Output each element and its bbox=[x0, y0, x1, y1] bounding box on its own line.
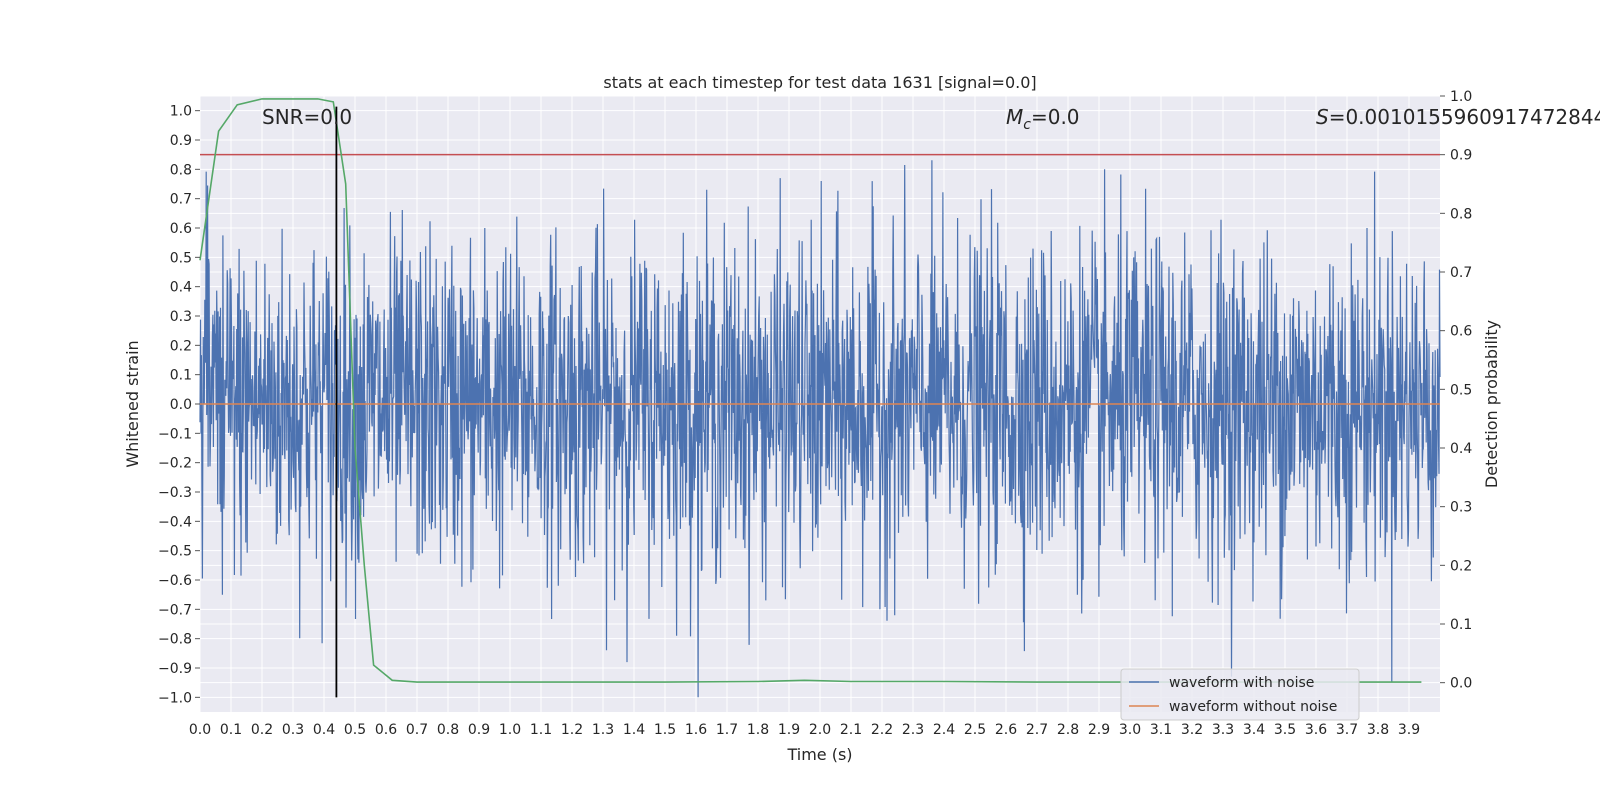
x-tick-label: 3.3 bbox=[1212, 722, 1234, 738]
x-tick-label: 1.5 bbox=[654, 722, 676, 738]
x-tick-label: 0.6 bbox=[375, 722, 397, 738]
y2-tick-label: 0.9 bbox=[1450, 148, 1472, 164]
y-tick-label: 1.0 bbox=[170, 104, 192, 120]
mc-symbol: M bbox=[1006, 105, 1023, 129]
y-tick-label: −0.3 bbox=[158, 485, 192, 501]
y-tick-label: 0.0 bbox=[170, 397, 192, 413]
tick-layer: 0.0 0.1 0.2 0.3 0.4 0.5 0.6 0.7 0.8 0.9 1.0 1.1 1.2 1… bbox=[158, 89, 1472, 738]
x-tick-label: 3.2 bbox=[1181, 722, 1203, 738]
x-tick-label: 2.8 bbox=[1057, 722, 1079, 738]
x-tick-label: 0.3 bbox=[282, 722, 304, 738]
x-tick-label: 3.4 bbox=[1243, 722, 1265, 738]
mc-annotation: Mc=0.0 bbox=[1006, 105, 1080, 133]
y2-axis-label: Detection probability bbox=[1482, 320, 1501, 488]
y2-tick-label: 0.6 bbox=[1450, 324, 1472, 340]
x-tick-label: 2.6 bbox=[995, 722, 1017, 738]
x-tick-label: 1.7 bbox=[716, 722, 738, 738]
detection-probability-line bbox=[199, 98, 1422, 683]
y-tick-label: 0.3 bbox=[170, 309, 192, 325]
x-tick-label: 3.5 bbox=[1274, 722, 1296, 738]
y-tick-label: −0.4 bbox=[158, 514, 192, 530]
s-annotation: S=0.0010155960917472844 bbox=[1316, 105, 1600, 129]
x-tick-label: 1.6 bbox=[685, 722, 707, 738]
x-tick-label: 2.3 bbox=[902, 722, 924, 738]
y2-tick-label: 0.2 bbox=[1450, 558, 1472, 574]
y-tick-label: 0.5 bbox=[170, 250, 192, 266]
y-axis-label: Whitened strain bbox=[123, 340, 142, 467]
x-tick-label: 0.0 bbox=[189, 722, 211, 738]
y2-tick-label: 0.1 bbox=[1450, 617, 1472, 633]
y2-tick-label: 1.0 bbox=[1450, 89, 1472, 105]
y-tick-label: −0.8 bbox=[158, 632, 192, 648]
mc-value: =0.0 bbox=[1031, 105, 1080, 129]
x-axis-label: Time (s) bbox=[786, 745, 852, 764]
y-tick-label: −0.1 bbox=[158, 426, 192, 442]
y2-tick-label: 0.0 bbox=[1450, 676, 1472, 692]
y-tick-label: 0.2 bbox=[170, 338, 192, 354]
s-value: =0.0010155960917472844 bbox=[1329, 105, 1600, 129]
x-tick-label: 3.8 bbox=[1367, 722, 1389, 738]
y-tick-label: −0.2 bbox=[158, 456, 192, 472]
x-tick-label: 3.0 bbox=[1119, 722, 1141, 738]
x-tick-label: 1.9 bbox=[778, 722, 800, 738]
y-tick-label: −0.5 bbox=[158, 544, 192, 560]
x-tick-label: 3.7 bbox=[1336, 722, 1358, 738]
x-tick-label: 3.6 bbox=[1305, 722, 1327, 738]
y-tick-label: 0.9 bbox=[170, 133, 192, 149]
y2-tick-label: 0.3 bbox=[1450, 500, 1472, 516]
y2-tick-label: 0.5 bbox=[1450, 382, 1472, 398]
y-tick-label: −1.0 bbox=[158, 690, 192, 706]
x-tick-label: 0.8 bbox=[437, 722, 459, 738]
mc-subscript: c bbox=[1023, 117, 1031, 133]
y-tick-label: 0.8 bbox=[170, 162, 192, 178]
x-tick-label: 2.5 bbox=[964, 722, 986, 738]
x-tick-label: 1.0 bbox=[499, 722, 521, 738]
y-tick-label: −0.9 bbox=[158, 661, 192, 677]
x-tick-label: 2.9 bbox=[1088, 722, 1110, 738]
x-tick-label: 2.0 bbox=[809, 722, 831, 738]
x-tick-label: 2.7 bbox=[1026, 722, 1048, 738]
x-tick-label: 0.7 bbox=[406, 722, 428, 738]
y-tick-label: −0.7 bbox=[158, 602, 192, 618]
snr-annotation: SNR=0.0 bbox=[262, 105, 352, 129]
x-tick-label: 1.2 bbox=[561, 722, 583, 738]
x-tick-label: 3.9 bbox=[1398, 722, 1420, 738]
y-tick-label: 0.1 bbox=[170, 368, 192, 384]
x-tick-label: 1.4 bbox=[623, 722, 645, 738]
x-tick-label: 2.2 bbox=[871, 722, 893, 738]
y2-tick-label: 0.4 bbox=[1450, 441, 1472, 457]
series-layer bbox=[199, 98, 1441, 698]
x-tick-label: 1.8 bbox=[747, 722, 769, 738]
x-tick-label: 3.1 bbox=[1150, 722, 1172, 738]
x-tick-label: 1.3 bbox=[592, 722, 614, 738]
y-tick-label: 0.6 bbox=[170, 221, 192, 237]
x-tick-label: 2.4 bbox=[933, 722, 955, 738]
x-tick-label: 0.2 bbox=[251, 722, 273, 738]
y-tick-label: −0.6 bbox=[158, 573, 192, 589]
legend-box bbox=[1120, 668, 1360, 721]
y-tick-label: 0.7 bbox=[170, 192, 192, 208]
x-tick-label: 2.1 bbox=[840, 722, 862, 738]
x-tick-label: 0.1 bbox=[220, 722, 242, 738]
y2-tick-label: 0.7 bbox=[1450, 265, 1472, 281]
s-symbol: S bbox=[1316, 105, 1329, 129]
x-tick-label: 0.9 bbox=[468, 722, 490, 738]
y2-tick-label: 0.8 bbox=[1450, 206, 1472, 222]
legend-label-noisy: waveform with noise bbox=[1169, 675, 1314, 691]
y-tick-label: 0.4 bbox=[170, 280, 192, 296]
chart-title: stats at each timestep for test data 163… bbox=[603, 73, 1036, 92]
x-tick-label: 0.5 bbox=[344, 722, 366, 738]
legend: waveform with noise waveform without noi… bbox=[1120, 668, 1360, 721]
x-tick-label: 0.4 bbox=[313, 722, 335, 738]
legend-label-clean: waveform without noise bbox=[1169, 699, 1337, 715]
x-tick-label: 1.1 bbox=[530, 722, 552, 738]
